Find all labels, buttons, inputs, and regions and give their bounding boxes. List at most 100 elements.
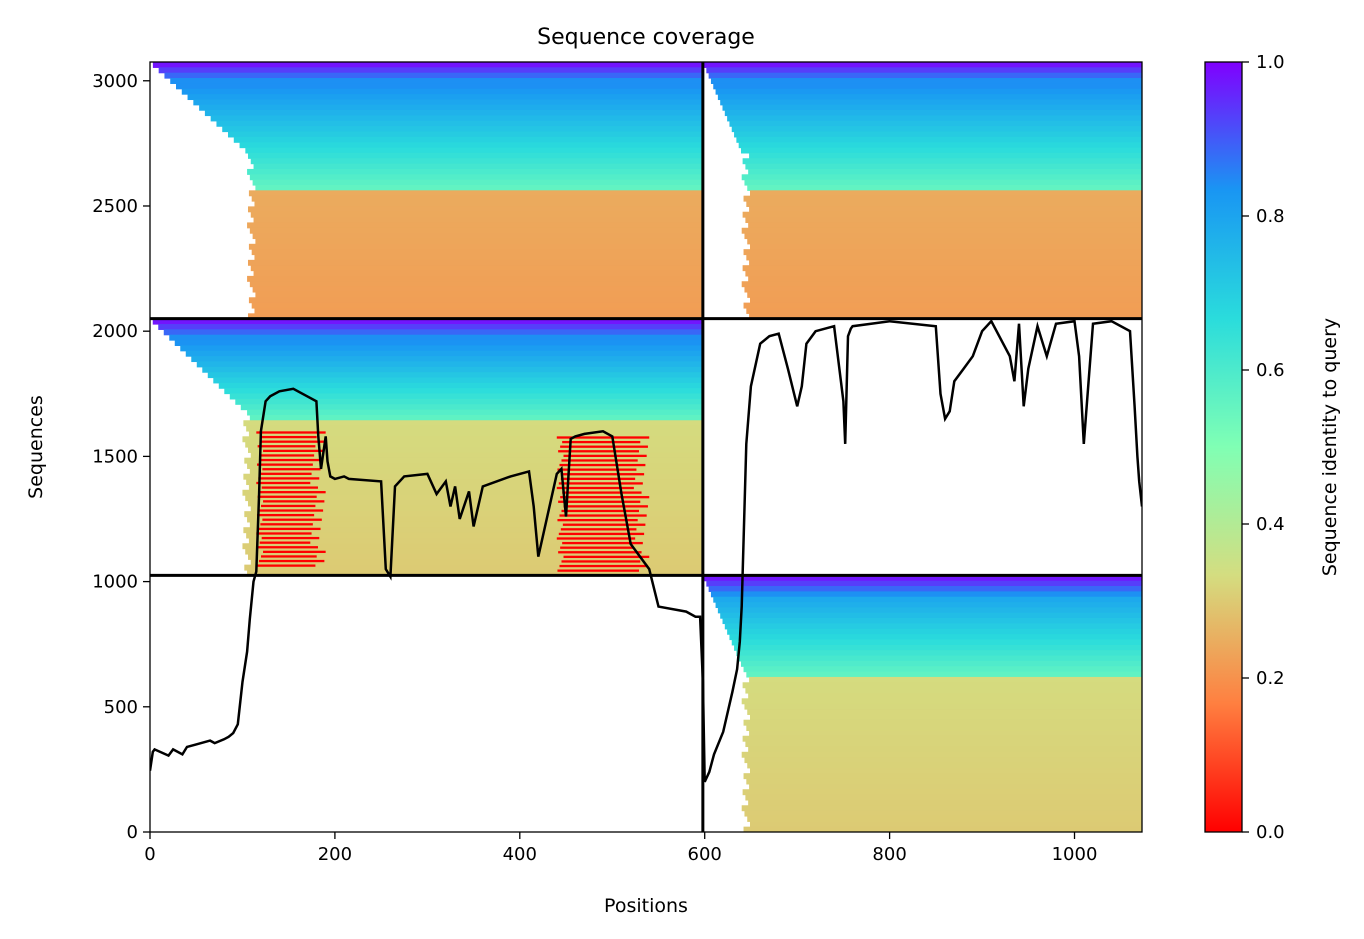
alignment-row xyxy=(193,99,703,106)
colorbar: 0.0 0.2 0.4 0.6 0.8 1.0 Sequence identity to … xyxy=(1204,52,1341,843)
alignment-row xyxy=(239,142,703,149)
alignment-row xyxy=(749,313,1142,320)
alignment-row xyxy=(717,607,1142,614)
alignment-row xyxy=(263,500,325,503)
alignment-row xyxy=(717,94,1142,101)
alignment-row xyxy=(257,546,318,549)
alignment-row xyxy=(187,94,703,101)
alignment-row xyxy=(746,307,1142,314)
colorbar-tick-label: 0.2 xyxy=(1256,668,1285,689)
alignment-row xyxy=(152,62,703,68)
alignment-row xyxy=(738,655,1142,662)
alignment-row xyxy=(720,99,1142,106)
alignment-row xyxy=(734,644,1142,651)
x-tick-label: 0 xyxy=(144,844,155,865)
alignment-row xyxy=(247,313,703,320)
x-tick: 400 xyxy=(503,832,537,865)
alignment-row xyxy=(745,163,1142,170)
alignment-row xyxy=(248,243,703,250)
alignment-row xyxy=(742,158,1142,165)
alignment-row xyxy=(746,778,1142,785)
alignment-row xyxy=(731,126,1142,133)
alignment-row xyxy=(176,83,703,90)
colorbar-tick: 0.2 xyxy=(1242,668,1285,689)
alignment-row xyxy=(724,623,1142,630)
alignment-row xyxy=(743,826,1142,832)
alignment-row xyxy=(749,259,1142,266)
y-tick: 3000 xyxy=(92,71,150,92)
alignment-row xyxy=(248,537,703,544)
alignment-row xyxy=(240,404,703,411)
alignment-row xyxy=(254,254,703,261)
alignment-row xyxy=(252,179,703,186)
alignment-row xyxy=(245,548,703,555)
alignment-row xyxy=(559,463,646,467)
alignment-row xyxy=(560,546,634,549)
alignment-row xyxy=(204,110,703,117)
alignment-row xyxy=(253,270,703,277)
x-tick: 600 xyxy=(688,832,722,865)
alignment-row xyxy=(253,163,703,170)
alignment-row xyxy=(748,222,1142,229)
y-tick-label: 2500 xyxy=(92,196,138,217)
alignment-row xyxy=(251,302,703,309)
alignment-row xyxy=(243,473,703,480)
alignment-row xyxy=(748,799,1142,806)
alignment-row xyxy=(742,789,1142,796)
alignment-row xyxy=(255,184,703,191)
alignment-row xyxy=(743,195,1142,202)
alignment-row xyxy=(158,67,703,74)
alignment-row xyxy=(745,794,1142,801)
alignment-row xyxy=(260,523,313,526)
alignment-row xyxy=(256,431,326,434)
alignment-row xyxy=(750,190,1142,197)
alignment-row xyxy=(261,486,318,489)
alignment-row xyxy=(252,286,703,293)
alignment-row xyxy=(749,152,1142,159)
alignment-row xyxy=(261,435,317,439)
alignment-row xyxy=(254,307,703,314)
alignment-row xyxy=(228,131,703,138)
alignment-row xyxy=(247,409,703,416)
alignment-row xyxy=(248,430,703,437)
alignment-row xyxy=(244,457,703,464)
alignment-row xyxy=(244,511,703,518)
alignment-row xyxy=(741,805,1142,812)
alignment-row xyxy=(233,136,703,143)
alignment-row xyxy=(706,67,1142,74)
alignment-row xyxy=(256,513,315,517)
alignment-row xyxy=(741,281,1142,288)
alignment-row xyxy=(207,372,703,379)
alignment-row xyxy=(247,152,703,159)
alignment-row xyxy=(224,388,703,395)
colorbar-tick-label: 0.0 xyxy=(1256,822,1285,843)
alignment-block xyxy=(704,62,1142,320)
alignment-row xyxy=(247,206,703,213)
y-tick: 0 xyxy=(127,822,150,843)
alignment-row xyxy=(731,639,1142,646)
alignment-row xyxy=(562,541,643,545)
alignment-row xyxy=(715,88,1142,95)
alignment-row xyxy=(260,472,312,475)
alignment-row xyxy=(743,302,1142,309)
alignment-row xyxy=(558,532,645,536)
alignment-row xyxy=(748,168,1142,175)
alignment-row xyxy=(248,297,703,304)
alignment-row xyxy=(558,500,641,503)
alignment-row xyxy=(169,334,703,341)
alignment-row xyxy=(249,468,703,475)
alignment-row xyxy=(243,420,703,427)
alignment-row xyxy=(742,735,1142,742)
alignment-row xyxy=(251,249,703,256)
alignment-row xyxy=(245,495,703,502)
alignment-row xyxy=(262,468,321,471)
alignment-row xyxy=(163,329,703,336)
alignment-row xyxy=(560,477,636,480)
alignment-row xyxy=(216,120,703,127)
x-tick: 0 xyxy=(144,832,156,865)
alignment-row xyxy=(745,687,1142,694)
x-tick-label: 600 xyxy=(688,844,722,865)
alignment-row xyxy=(742,682,1142,689)
alignment-row xyxy=(181,88,703,95)
alignment-row xyxy=(557,569,639,572)
